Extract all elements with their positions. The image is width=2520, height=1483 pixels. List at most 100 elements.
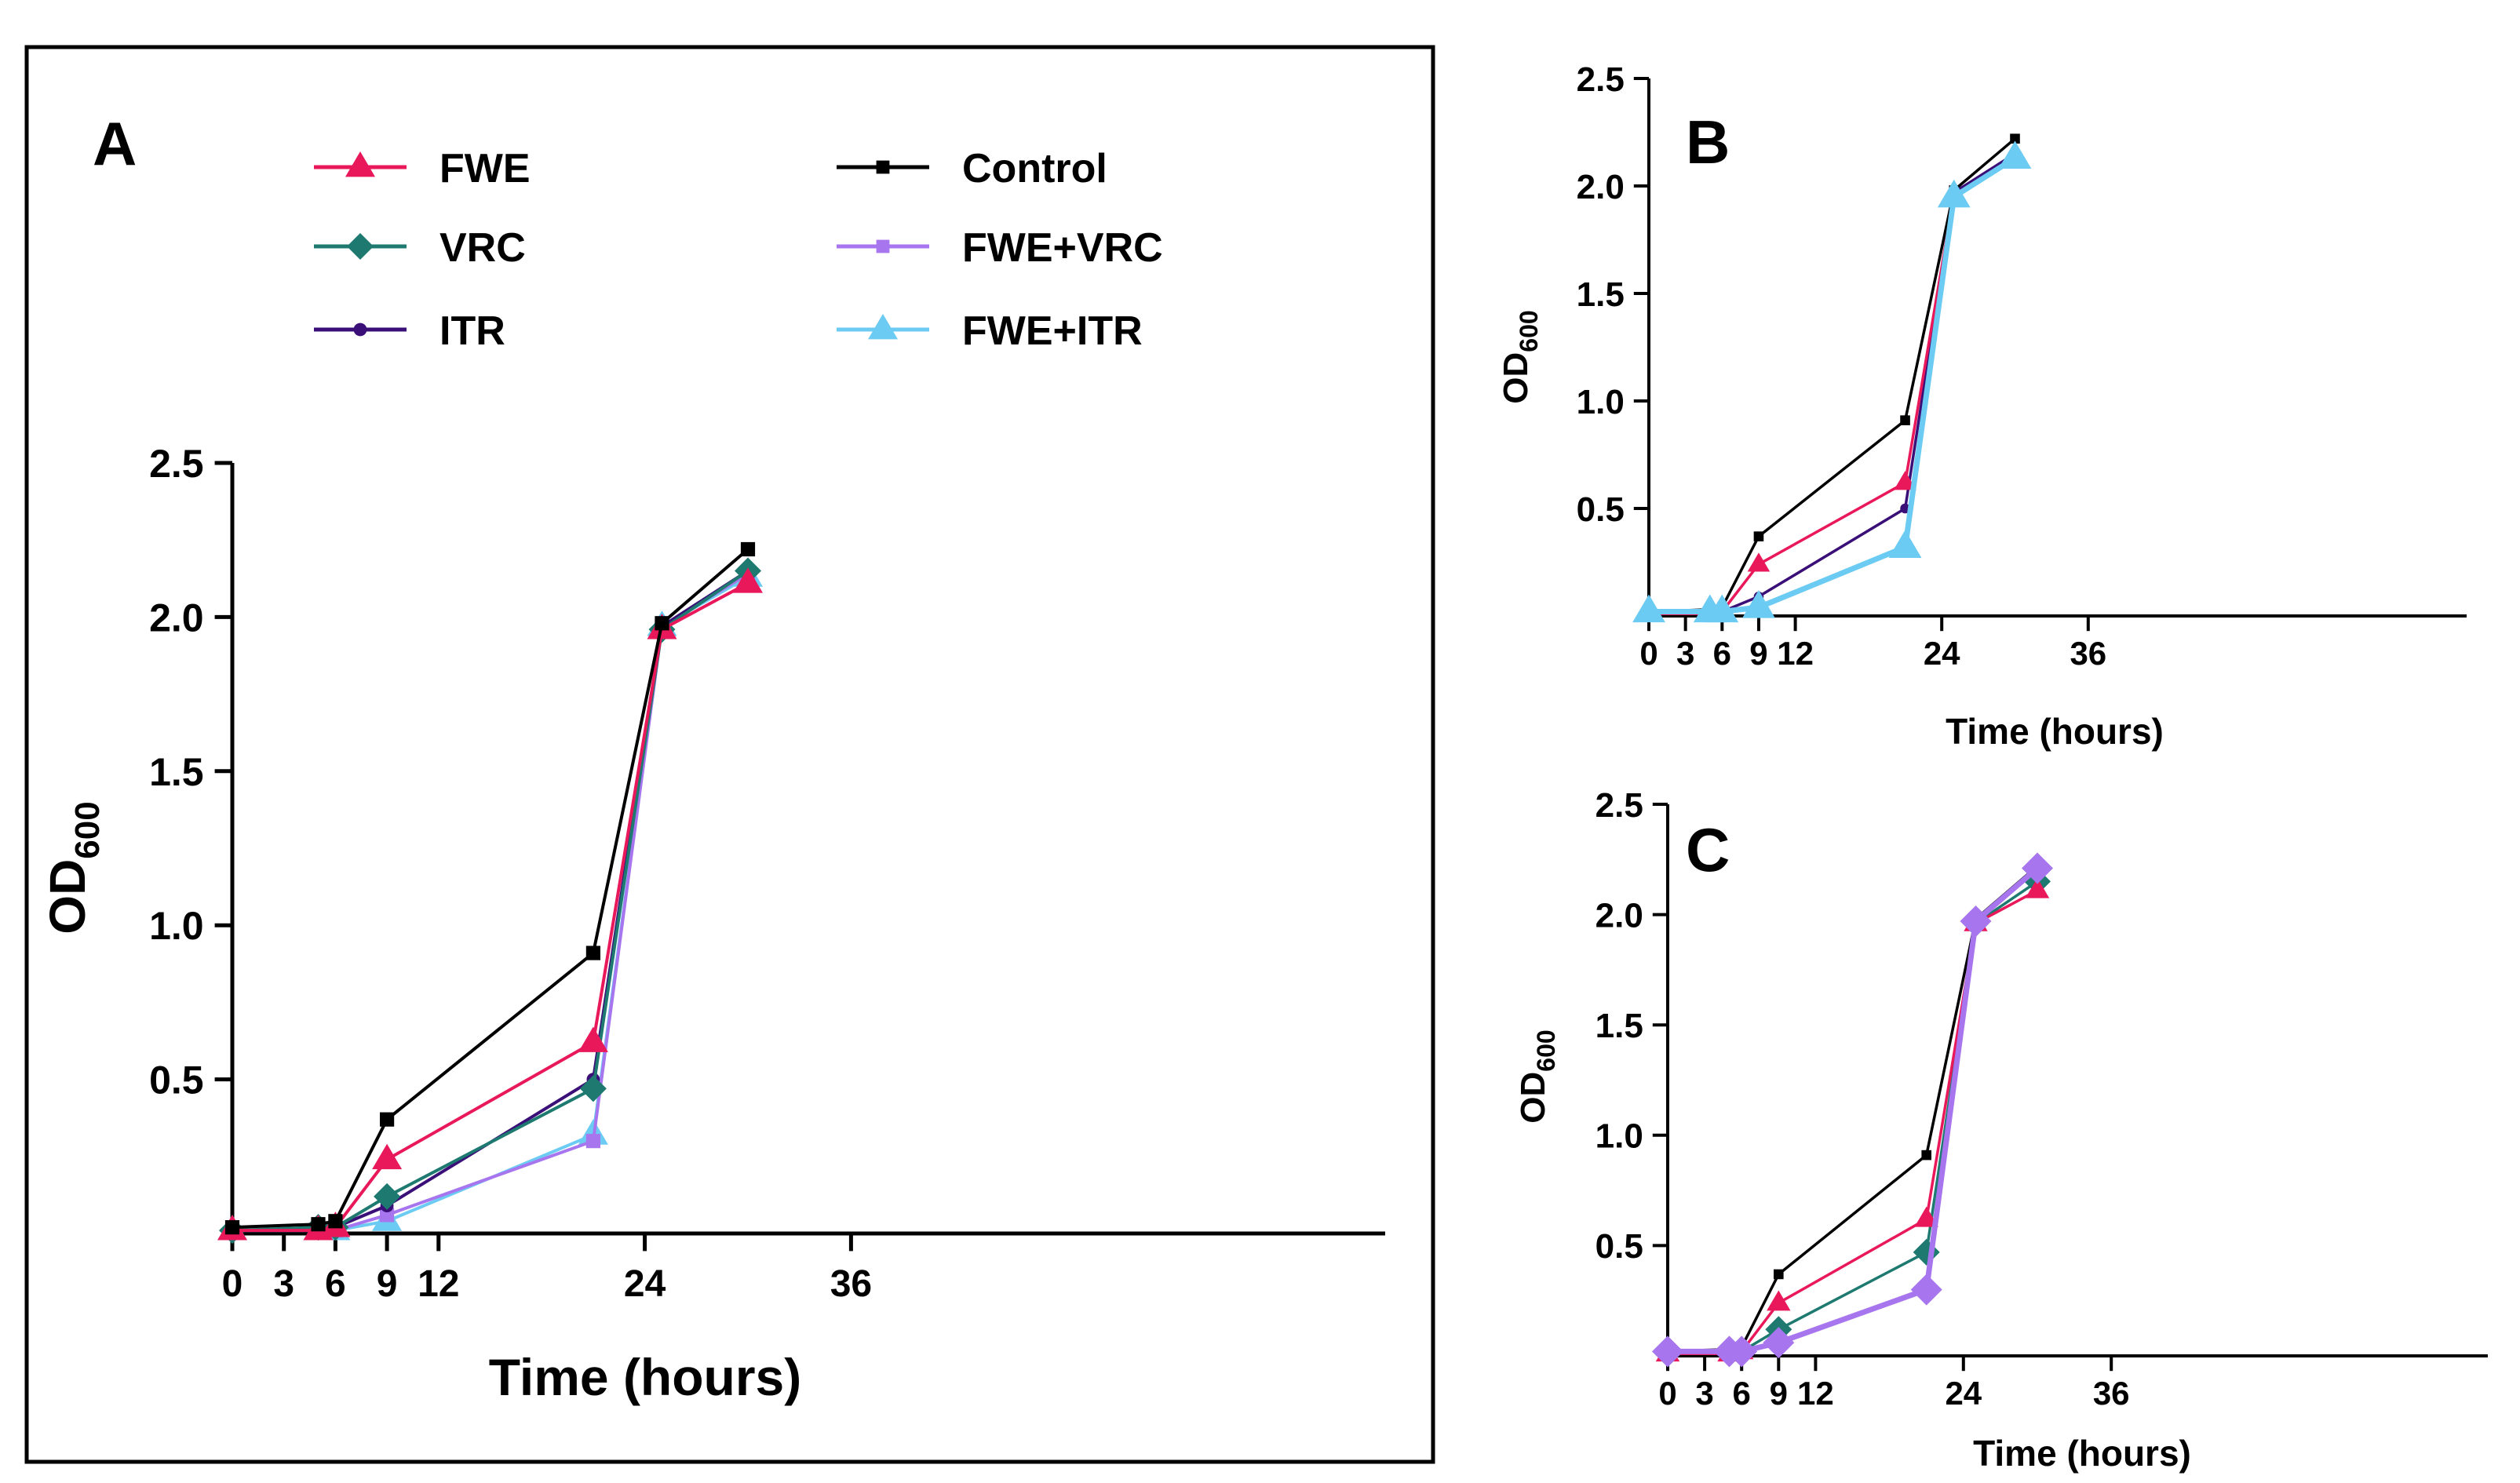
panel-b-line-fwe-itr xyxy=(1649,155,2017,614)
panel-b-ytick-label: 2.0 xyxy=(1577,168,1625,206)
panel-b-point-fwe-itr xyxy=(1998,140,2032,169)
panel-a-ytick-label: 2.5 xyxy=(149,442,204,486)
panel-a-ylabel: OD600 xyxy=(39,801,107,934)
panel-a-point-fwe xyxy=(733,567,763,593)
panel-c-line-fwe-vrc xyxy=(1668,865,2040,1354)
panel-b-ylabel-main: OD xyxy=(1497,352,1535,404)
panel-a-point-control xyxy=(224,1220,240,1235)
panel-c-point-fwe-vrc xyxy=(1726,1335,1758,1368)
legend-marker-control xyxy=(876,160,890,174)
panel-c-point-control xyxy=(1774,1269,1784,1280)
legend: FWE VRC ITR Control FWE+VRC FWE+ITR xyxy=(314,146,1163,354)
panel-c-point-vrc xyxy=(1913,1238,1940,1266)
panel-b-point-control xyxy=(1753,531,1764,541)
panel-c-point-fwe xyxy=(2025,877,2050,898)
legend-label-fwe: FWE xyxy=(439,146,531,191)
panel-b-ylabel: OD600 xyxy=(1497,310,1543,403)
legend-item-vrc: VRC xyxy=(314,225,526,271)
panel-b-ytick-label: 1.0 xyxy=(1577,383,1625,421)
panel-b-line-fwe xyxy=(1649,159,2016,616)
panel-a-xlabel: Time (hours) xyxy=(489,1348,801,1406)
panel-b-series-itr xyxy=(1643,148,2020,619)
panel-b-xtick-label: 12 xyxy=(1777,635,1814,672)
panel-c-ylabel: OD600 xyxy=(1514,1029,1560,1123)
panel-c-ytick-label: 1.0 xyxy=(1596,1117,1643,1156)
panel-a-point-control xyxy=(585,946,600,960)
panel-a-line-control xyxy=(232,548,749,1230)
panel-a-ylabel-main: OD xyxy=(39,859,96,935)
legend-marker-fwe xyxy=(345,151,375,177)
legend-label-vrc: VRC xyxy=(439,225,526,271)
panel-b-ylabel-sub: 600 xyxy=(1515,310,1543,352)
panel-c-line-vrc xyxy=(1667,880,2038,1355)
panel-a-series-fwe xyxy=(217,567,763,1241)
legend-label-fwe-itr: FWE+ITR xyxy=(962,308,1143,354)
panel-b-xtick-label: 36 xyxy=(2070,635,2106,672)
panel-a-line-fwe-itr xyxy=(232,575,749,1233)
panel-c-point-fwe-vrc xyxy=(1763,1327,1795,1359)
panel-a: A Time (hours) OD600 0 3 6 9 12 24 360.51.01.5… xyxy=(39,109,1385,1406)
panel-c-xtick-label: 9 xyxy=(1770,1375,1788,1412)
panel-c-xtick-label: 0 xyxy=(1658,1375,1676,1412)
panel-a-point-fwe xyxy=(372,1143,403,1170)
panel-c-point-fwe-vrc xyxy=(2022,852,2053,884)
panel-a-line-itr xyxy=(232,569,749,1233)
legend-marker-fwe-itr xyxy=(868,314,898,340)
panel-b-point-fwe-itr xyxy=(1742,590,1775,618)
panel-b-point-fwe-itr xyxy=(1888,530,1922,558)
panel-b-letter: B xyxy=(1686,107,1730,177)
panel-a-xtick-label: 24 xyxy=(624,1263,666,1305)
panel-b-line-itr xyxy=(1649,152,2016,616)
panel-a-point-fwe xyxy=(578,1026,608,1052)
panel-b-point-control xyxy=(2010,133,2020,144)
panel-c-series-fwe xyxy=(1655,877,2050,1362)
panel-a-xtick-label: 0 xyxy=(222,1263,243,1305)
panel-a-xtick-label: 3 xyxy=(273,1263,294,1305)
panel-b-xlabel: Time (hours) xyxy=(1946,711,2164,752)
panel-b-xtick-label: 9 xyxy=(1749,635,1767,672)
panel-a-xtick-label: 6 xyxy=(325,1263,346,1305)
panel-b-xtick-label: 24 xyxy=(1924,635,1960,672)
legend-label-control: Control xyxy=(962,146,1107,191)
panel-b-point-fwe xyxy=(1747,552,1771,572)
panel-a-xtick-label: 9 xyxy=(377,1263,398,1305)
panel-a-point-fwe-vrc xyxy=(585,1134,600,1149)
panel-c-xtick-label: 3 xyxy=(1695,1375,1713,1412)
panel-b-point-control xyxy=(1900,415,1910,425)
legend-item-fwe: FWE xyxy=(314,146,531,191)
panel-a-ytick-label: 1.5 xyxy=(149,750,204,794)
panel-a-line-vrc xyxy=(232,569,749,1233)
panel-b-xtick-label: 3 xyxy=(1676,635,1694,672)
panel-a-point-control xyxy=(311,1217,326,1232)
panel-b-point-fwe-itr xyxy=(1937,179,1971,208)
panel-b-xtick-label: 6 xyxy=(1713,635,1731,672)
panel-b-point-fwe-itr xyxy=(1705,594,1739,623)
panel-b-ytick-label: 1.5 xyxy=(1577,275,1625,314)
panel-c-xtick-label: 12 xyxy=(1797,1375,1834,1412)
panel-a-series-fwe-vrc xyxy=(224,567,756,1238)
panel-c-point-control xyxy=(1921,1150,1931,1161)
panel-c-ylabel-sub: 600 xyxy=(1532,1029,1560,1071)
panel-c-point-fwe xyxy=(1914,1206,1938,1227)
panel-b-xtick-label: 0 xyxy=(1639,635,1658,672)
panel-c-ytick-label: 2.5 xyxy=(1596,786,1643,825)
panel-a-point-vrc xyxy=(374,1182,401,1210)
panel-c-point-fwe-vrc xyxy=(1652,1335,1683,1368)
panel-a-xtick-label: 36 xyxy=(830,1263,872,1305)
legend-item-fwe-itr: FWE+ITR xyxy=(837,308,1143,354)
legend-item-itr: ITR xyxy=(314,308,505,354)
panel-b-axes: 0 3 6 9 12 24 360.51.01.52.02.5 xyxy=(1577,60,2467,672)
panel-b-series-fwe xyxy=(1637,148,2026,621)
panel-a-series-fwe-itr xyxy=(217,561,763,1241)
panel-a-letter: A xyxy=(93,109,137,178)
panel-a-ylabel-sub: 600 xyxy=(68,801,107,858)
panel-a-point-vrc xyxy=(579,1075,607,1102)
panel-c-xtick-label: 6 xyxy=(1733,1375,1751,1412)
panel-a-series-itr xyxy=(225,564,755,1237)
legend-item-control: Control xyxy=(837,146,1107,191)
panel-c-line-fwe xyxy=(1668,889,2038,1355)
legend-label-fwe-vrc: FWE+VRC xyxy=(962,225,1163,271)
legend-label-itr: ITR xyxy=(439,308,505,354)
panel-a-axes: 0 3 6 9 12 24 360.51.01.52.02.5 xyxy=(149,442,1385,1305)
